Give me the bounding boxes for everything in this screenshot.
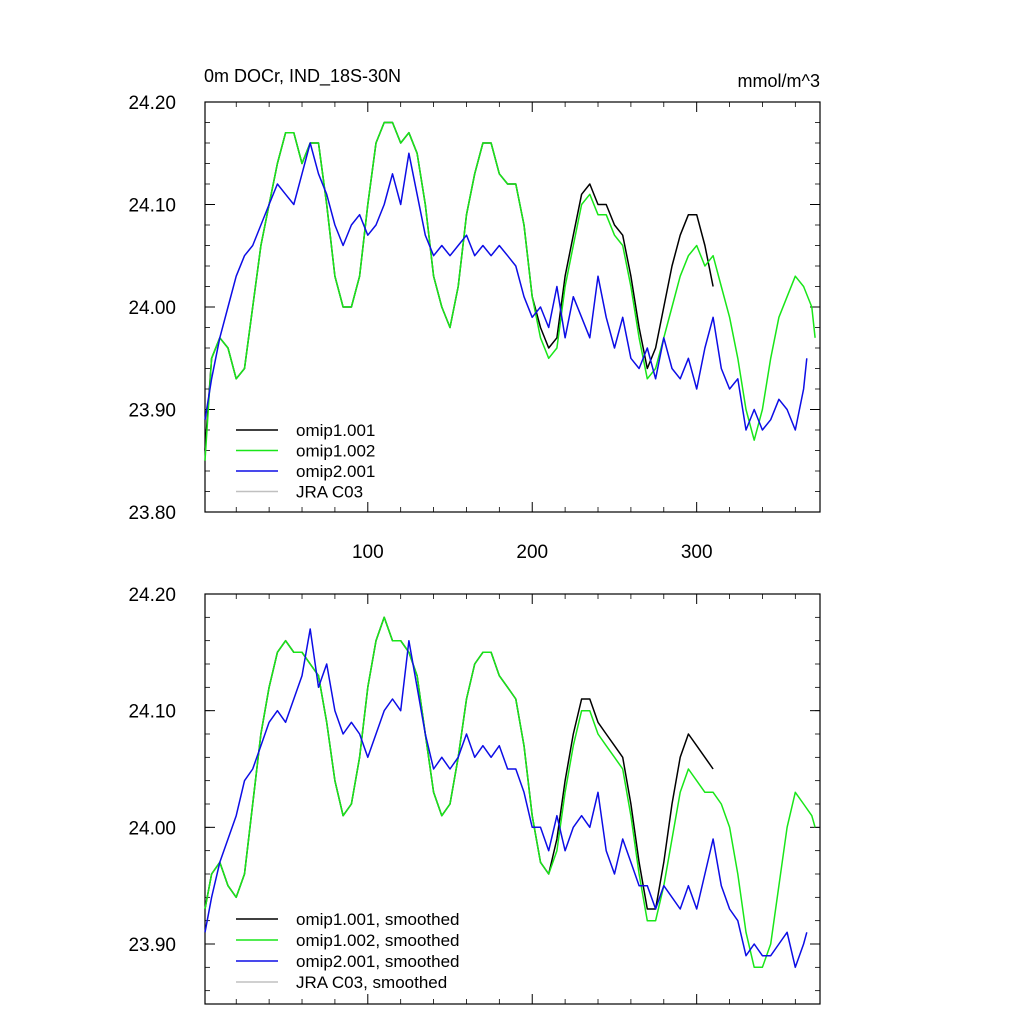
legend-label: omip1.002 <box>296 442 375 461</box>
legend-label: omip1.002, smoothed <box>296 931 460 950</box>
y-tick-label: 24.00 <box>128 818 176 839</box>
legend-label: JRA C03 <box>296 483 363 502</box>
x-tick-label: 200 <box>516 542 548 563</box>
y-tick-label: 24.10 <box>128 196 176 217</box>
top-plot-panel: 23.80 23.90 24.00 24.10 24.20 100 200 300 omip1… <box>128 93 821 563</box>
top-series-group <box>204 121 816 461</box>
legend-label: omip1.001, smoothed <box>296 910 460 929</box>
legend-label: omip1.001 <box>296 421 375 440</box>
units-label: mmol/m^3 <box>738 71 820 91</box>
series-line-omip2-001 <box>204 142 808 431</box>
y-tick-label: 24.00 <box>128 298 176 319</box>
x-tick-label: 300 <box>681 542 713 563</box>
bottom-legend: omip1.001, smoothed omip1.002, smoothed om… <box>236 910 460 992</box>
y-tick-label: 23.80 <box>128 503 176 524</box>
y-tick-label: 24.20 <box>128 585 176 606</box>
legend-label: omip2.001 <box>296 462 375 481</box>
series-line-omip1-001-smoothed <box>204 616 714 910</box>
x-tick-label: 100 <box>352 542 384 563</box>
bottom-ticks: 23.90 24.00 24.10 24.20 <box>128 585 820 1004</box>
y-tick-label: 23.90 <box>128 935 176 956</box>
bottom-plot-frame <box>204 593 821 1005</box>
series-line-omip1-002 <box>204 121 816 461</box>
top-ticks: 23.80 23.90 24.00 24.10 24.20 100 200 300 <box>128 93 820 563</box>
y-tick-label: 23.90 <box>128 401 176 422</box>
legend-label: JRA C03, smoothed <box>296 973 447 992</box>
y-tick-label: 24.10 <box>128 702 176 723</box>
series-line-omip1-001 <box>204 121 714 451</box>
chart-title: 0m DOCr, IND_18S-30N <box>204 66 401 87</box>
legend-label: omip2.001, smoothed <box>296 952 460 971</box>
series-line-omip2-001-smoothed <box>204 628 808 969</box>
bottom-series-group <box>204 616 816 969</box>
y-tick-label: 24.20 <box>128 93 176 114</box>
series-line-omip1-002-smoothed <box>204 616 816 969</box>
bottom-plot-panel: 23.90 24.00 24.10 24.20 omip1.001, smoothed… <box>128 585 821 1005</box>
